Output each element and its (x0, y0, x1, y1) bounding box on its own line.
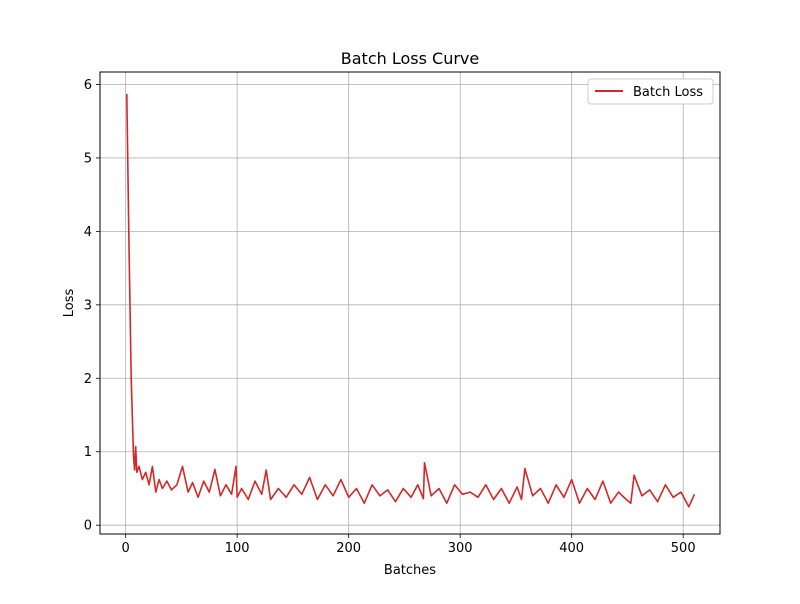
x-axis: 0 100 200 300 400 500 (122, 534, 696, 556)
x-tick-label: 100 (225, 541, 250, 556)
x-tick-label: 400 (559, 541, 584, 556)
y-axis: 0 1 2 3 4 5 6 (84, 78, 100, 534)
series-layer (126, 93, 696, 508)
y-tick-label: 5 (84, 151, 92, 166)
y-tick-label: 0 (84, 519, 92, 534)
y-tick-label: 3 (84, 298, 92, 313)
y-axis-label: Loss (62, 289, 77, 318)
x-tick-label: 300 (448, 541, 473, 556)
y-tick-label: 6 (84, 78, 92, 93)
series-line-batch-loss (126, 93, 696, 508)
legend: Batch Loss (587, 78, 714, 105)
grid (100, 72, 720, 534)
y-tick-label: 1 (84, 445, 92, 460)
chart-title: Batch Loss Curve (341, 49, 479, 68)
y-tick-label: 4 (84, 225, 92, 240)
legend-box (587, 78, 714, 105)
y-tick-label: 2 (84, 372, 92, 387)
plot-frame (99, 71, 721, 535)
x-axis-label: Batches (384, 563, 436, 578)
x-tick-label: 500 (671, 541, 696, 556)
x-tick-label: 200 (336, 541, 361, 556)
x-tick-label: 0 (122, 541, 130, 556)
legend-label-batch-loss: Batch Loss (633, 85, 703, 100)
